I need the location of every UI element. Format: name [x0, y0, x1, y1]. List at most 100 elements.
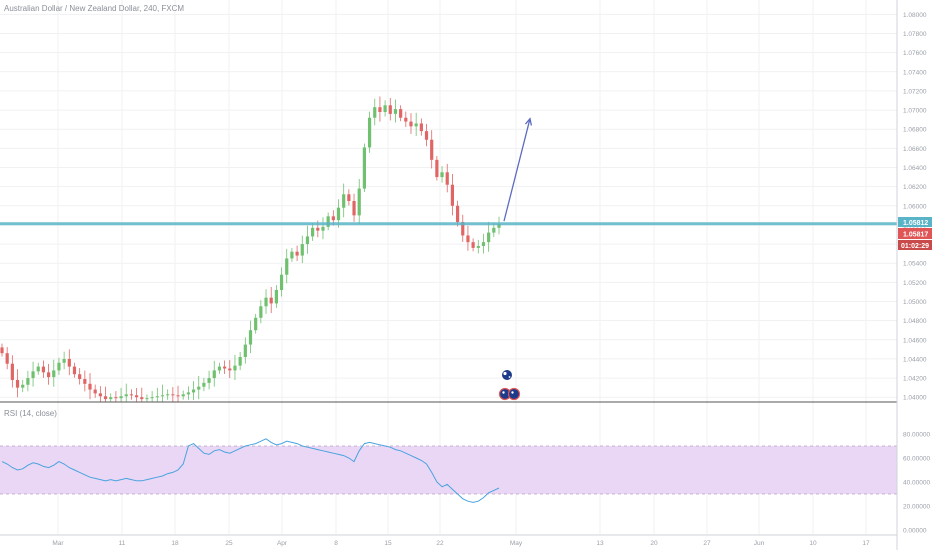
candle-body — [212, 370, 216, 379]
candle-body — [233, 365, 237, 371]
rsi-band — [0, 446, 897, 494]
time-tick-label: 8 — [334, 540, 338, 547]
candle-body — [471, 242, 475, 248]
nz-flag-event-icon[interactable] — [498, 387, 521, 401]
candle-body — [243, 344, 247, 358]
candle-body — [295, 251, 299, 256]
rsi-tick-label: 0.00000 — [903, 528, 927, 535]
candle-body — [78, 374, 82, 380]
candle-body — [466, 235, 470, 243]
candle-body — [409, 121, 413, 127]
candle-body — [414, 123, 418, 127]
candle-body — [404, 117, 408, 122]
candle-body — [336, 207, 341, 221]
price-tick-label: 1.07200 — [903, 88, 927, 95]
price-tick-label: 1.04200 — [903, 376, 927, 383]
candle-body — [114, 397, 118, 399]
time-tick-label: 15 — [384, 540, 392, 547]
price-tick-label: 1.05200 — [903, 280, 927, 287]
candle-body — [492, 227, 496, 233]
candle-body — [10, 363, 14, 380]
candle-body — [145, 398, 149, 400]
candle-body — [67, 358, 71, 367]
candle-body — [450, 184, 455, 206]
candle-body — [399, 109, 403, 118]
candle-body — [88, 383, 92, 390]
candle-body — [191, 389, 196, 393]
countdown-tag-text: 01:02:29 — [901, 243, 929, 250]
price-axis[interactable]: 1.08000 1.07800 1.07600 1.07400 1.07200 1.070… — [903, 12, 927, 402]
candle-body — [440, 172, 444, 178]
candle-body — [46, 372, 51, 378]
candle-body — [254, 317, 258, 331]
price-tick-label: 1.07000 — [903, 108, 927, 115]
au-flag-event-icon[interactable] — [501, 369, 513, 381]
candle-body — [455, 205, 460, 223]
time-tick-label: 20 — [650, 540, 658, 547]
candle-body — [21, 384, 25, 388]
time-tick-label: 18 — [171, 540, 179, 547]
candle-body — [197, 386, 201, 390]
price-tick-label: 1.04600 — [903, 337, 927, 344]
time-axis[interactable]: Mar 11 18 25 Apr 8 15 22 May 13 20 27 Jun 10 17 — [52, 540, 870, 547]
countdown-tag — [898, 240, 932, 250]
candle-body — [166, 394, 170, 396]
candle-body — [155, 396, 159, 398]
candle-body — [160, 395, 165, 397]
candle-body — [497, 223, 501, 228]
candle-body — [393, 109, 398, 114]
time-tick-label: 11 — [119, 540, 126, 547]
line-price-tag — [898, 217, 932, 227]
candle-body — [326, 216, 330, 227]
candle-body — [378, 107, 382, 112]
candle-body — [98, 393, 102, 397]
candle-body — [290, 251, 294, 259]
candle-body — [186, 392, 190, 395]
rsi-tick-label: 60.00000 — [903, 456, 930, 463]
price-tick-label: 1.05000 — [903, 299, 927, 306]
candle-body — [52, 370, 56, 378]
candle-body — [424, 131, 429, 140]
candle-body — [274, 290, 278, 304]
candle-body — [352, 201, 356, 216]
candle-body — [207, 378, 211, 383]
time-tick-label: May — [510, 540, 523, 547]
candle-body — [72, 366, 77, 375]
candle-body — [269, 297, 273, 304]
candle-body — [135, 395, 139, 398]
candle-body — [347, 194, 351, 201]
projection-arrow[interactable] — [503, 117, 533, 222]
last-price-tag — [898, 228, 932, 239]
candle-body — [311, 227, 315, 237]
rsi-title: RSI (14, close) — [4, 409, 57, 418]
candle-body — [202, 382, 206, 387]
candle-body — [342, 194, 346, 208]
candle-body — [171, 394, 175, 396]
candle-body — [481, 242, 486, 246]
price-tick-label: 1.06200 — [903, 184, 927, 191]
rsi-line — [1, 438, 500, 503]
candle-body — [461, 222, 465, 236]
candle-body — [357, 188, 361, 216]
candle-body — [124, 394, 128, 397]
candle-body — [109, 397, 113, 400]
candle-body — [285, 258, 289, 275]
candle-body — [93, 389, 97, 394]
candle-body — [383, 105, 387, 112]
time-tick-label: Apr — [277, 540, 288, 547]
candle-body — [445, 172, 449, 185]
candle-body — [300, 244, 304, 256]
price-tick-label: 1.04400 — [903, 356, 927, 363]
candle-body — [176, 395, 180, 397]
candle-body — [331, 216, 335, 221]
line-price-tag-text: 1.05812 — [903, 220, 928, 227]
candle-body — [279, 274, 284, 291]
candle-body — [0, 347, 4, 354]
time-tick-label: 27 — [703, 540, 711, 547]
time-tick-label: Mar — [52, 540, 64, 547]
rsi-tick-label: 40.00000 — [903, 480, 930, 487]
symbol-title: Australian Dollar / New Zealand Dollar, … — [4, 4, 184, 13]
rsi-axis[interactable]: 80.00000 60.00000 40.00000 20.00000 0.00000 — [903, 432, 930, 535]
